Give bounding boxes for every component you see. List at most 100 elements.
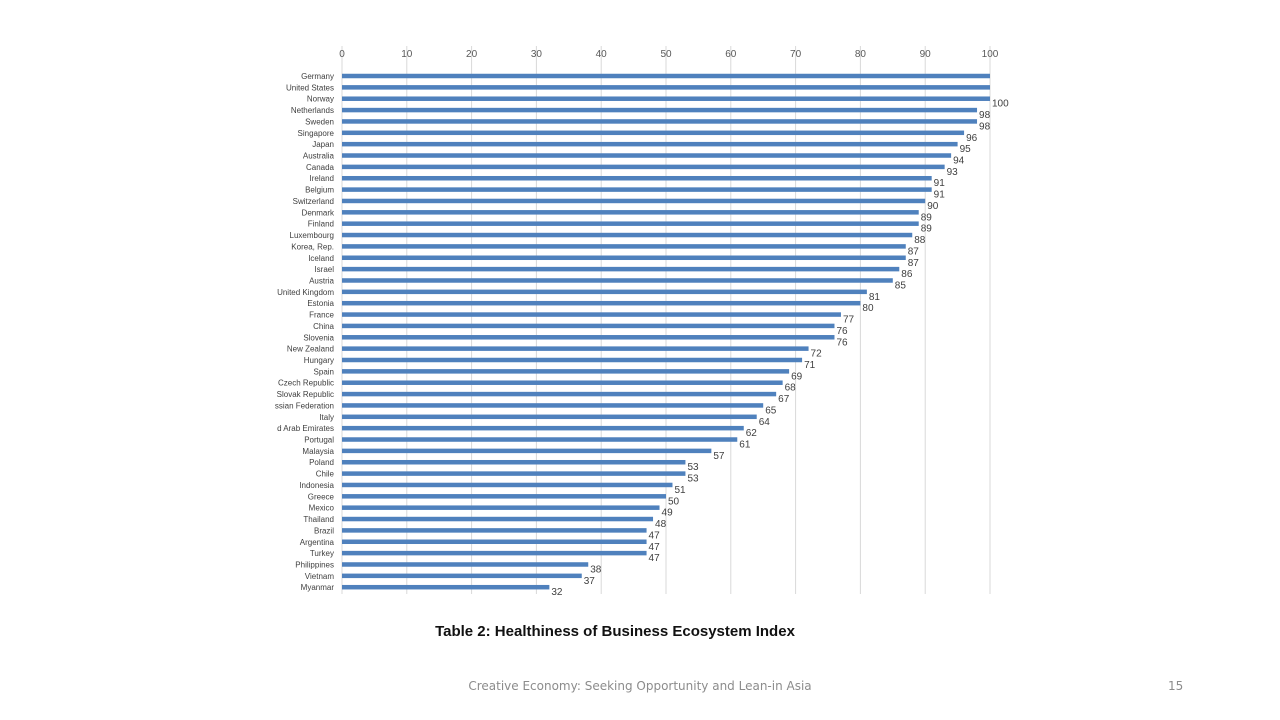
category-label: Mexico xyxy=(309,504,335,513)
data-label: 93 xyxy=(947,167,959,178)
category-label: Iceland xyxy=(308,254,334,263)
data-label: 61 xyxy=(739,440,751,451)
bar xyxy=(342,164,945,170)
data-label: 86 xyxy=(901,269,913,280)
bars xyxy=(342,73,990,590)
category-label: Czech Republic xyxy=(278,379,334,388)
category-label: Brazil xyxy=(314,526,334,535)
bar xyxy=(342,323,835,329)
bar xyxy=(342,153,952,158)
bar xyxy=(342,369,790,374)
category-label: United States xyxy=(286,83,334,92)
category-label: Poland xyxy=(309,458,334,467)
category-label: Vietnam xyxy=(305,572,335,581)
x-tick-label: 30 xyxy=(531,49,543,60)
category-label: Indonesia xyxy=(299,481,334,490)
data-label: 94 xyxy=(953,156,965,167)
data-label: 62 xyxy=(746,428,758,439)
x-tick-label: 60 xyxy=(725,49,737,60)
bar xyxy=(342,459,686,465)
chart-title: Table 2: Healthiness of Business Ecosyst… xyxy=(435,623,795,640)
bar xyxy=(342,175,932,181)
data-label: 80 xyxy=(862,303,874,314)
bar xyxy=(342,562,589,567)
bar xyxy=(342,437,738,442)
data-label: 96 xyxy=(966,133,978,144)
bar xyxy=(342,312,841,317)
page-number: 15 xyxy=(1168,679,1184,693)
category-label: d Arab Emirates xyxy=(277,424,334,433)
bar xyxy=(342,380,783,385)
data-label: 87 xyxy=(908,246,920,257)
category-label: ssian Federation xyxy=(275,401,334,410)
bar xyxy=(342,516,654,522)
bar xyxy=(342,448,712,454)
category-label: Sweden xyxy=(305,117,334,126)
category-label: Denmark xyxy=(302,208,335,217)
bar xyxy=(342,300,861,306)
x-tick-label: 50 xyxy=(660,49,672,60)
bar xyxy=(342,528,647,533)
data-label: 91 xyxy=(934,190,946,201)
x-tick-label: 40 xyxy=(596,49,608,60)
category-label: Slovak Republic xyxy=(277,390,334,399)
category-label: Israel xyxy=(314,265,334,274)
category-label: Italy xyxy=(319,413,334,422)
x-axis-ticks: 0 10 20 30 40 50 60 70 80 90 100 xyxy=(339,49,999,60)
category-label: Argentina xyxy=(300,538,335,547)
category-label: Singapore xyxy=(298,129,335,138)
x-tick-label: 100 xyxy=(982,49,999,60)
category-label: Canada xyxy=(306,163,335,172)
category-label: Netherlands xyxy=(291,106,334,115)
data-label: 98 xyxy=(979,110,991,121)
category-label: China xyxy=(313,322,334,331)
category-label: New Zealand xyxy=(287,345,334,354)
data-label: 47 xyxy=(649,542,661,553)
category-labels: Germany United States Norway Netherlands Swe… xyxy=(275,72,335,592)
category-label: Malaysia xyxy=(302,447,334,456)
category-label: Norway xyxy=(307,95,334,104)
category-label: Finland xyxy=(308,220,334,229)
category-label: Luxembourg xyxy=(290,231,334,240)
bar xyxy=(342,198,926,204)
category-label: Japan xyxy=(312,140,334,149)
category-label: United Kingdom xyxy=(277,288,334,297)
bar xyxy=(342,494,666,499)
category-label: Germany xyxy=(301,72,334,81)
data-label: 51 xyxy=(674,485,686,496)
data-label: 68 xyxy=(785,383,797,394)
category-label: Austria xyxy=(309,276,334,285)
bar xyxy=(342,391,777,397)
bar xyxy=(342,471,686,476)
category-label: France xyxy=(309,311,334,320)
bar xyxy=(342,187,932,192)
data-label: 49 xyxy=(662,508,674,519)
category-label: Belgium xyxy=(305,186,334,195)
bar xyxy=(342,278,893,283)
data-label: 89 xyxy=(921,224,933,235)
category-label: Chile xyxy=(316,470,335,479)
x-tick-label: 90 xyxy=(920,49,932,60)
bar xyxy=(342,346,809,351)
bar xyxy=(342,573,582,579)
category-label: Ireland xyxy=(310,174,334,183)
bar xyxy=(342,289,867,295)
category-label: Thailand xyxy=(303,515,334,524)
bar xyxy=(342,357,803,363)
category-label: Turkey xyxy=(310,549,334,558)
bar xyxy=(342,244,906,249)
bar xyxy=(342,414,757,420)
bar xyxy=(342,425,744,431)
data-label: 72 xyxy=(811,349,823,360)
gridlines xyxy=(341,46,991,594)
x-tick-label: 80 xyxy=(855,49,867,60)
data-label: 69 xyxy=(791,371,803,382)
data-labels: 1009898969594939191908989888787868581807… xyxy=(551,99,1009,598)
data-label: 64 xyxy=(759,417,771,428)
data-label: 71 xyxy=(804,360,816,371)
footer-text: Creative Economy: Seeking Opportunity an… xyxy=(468,679,812,693)
x-tick-label: 20 xyxy=(466,49,478,60)
bar xyxy=(342,505,660,510)
data-label: 53 xyxy=(687,474,699,485)
bar xyxy=(342,584,550,590)
